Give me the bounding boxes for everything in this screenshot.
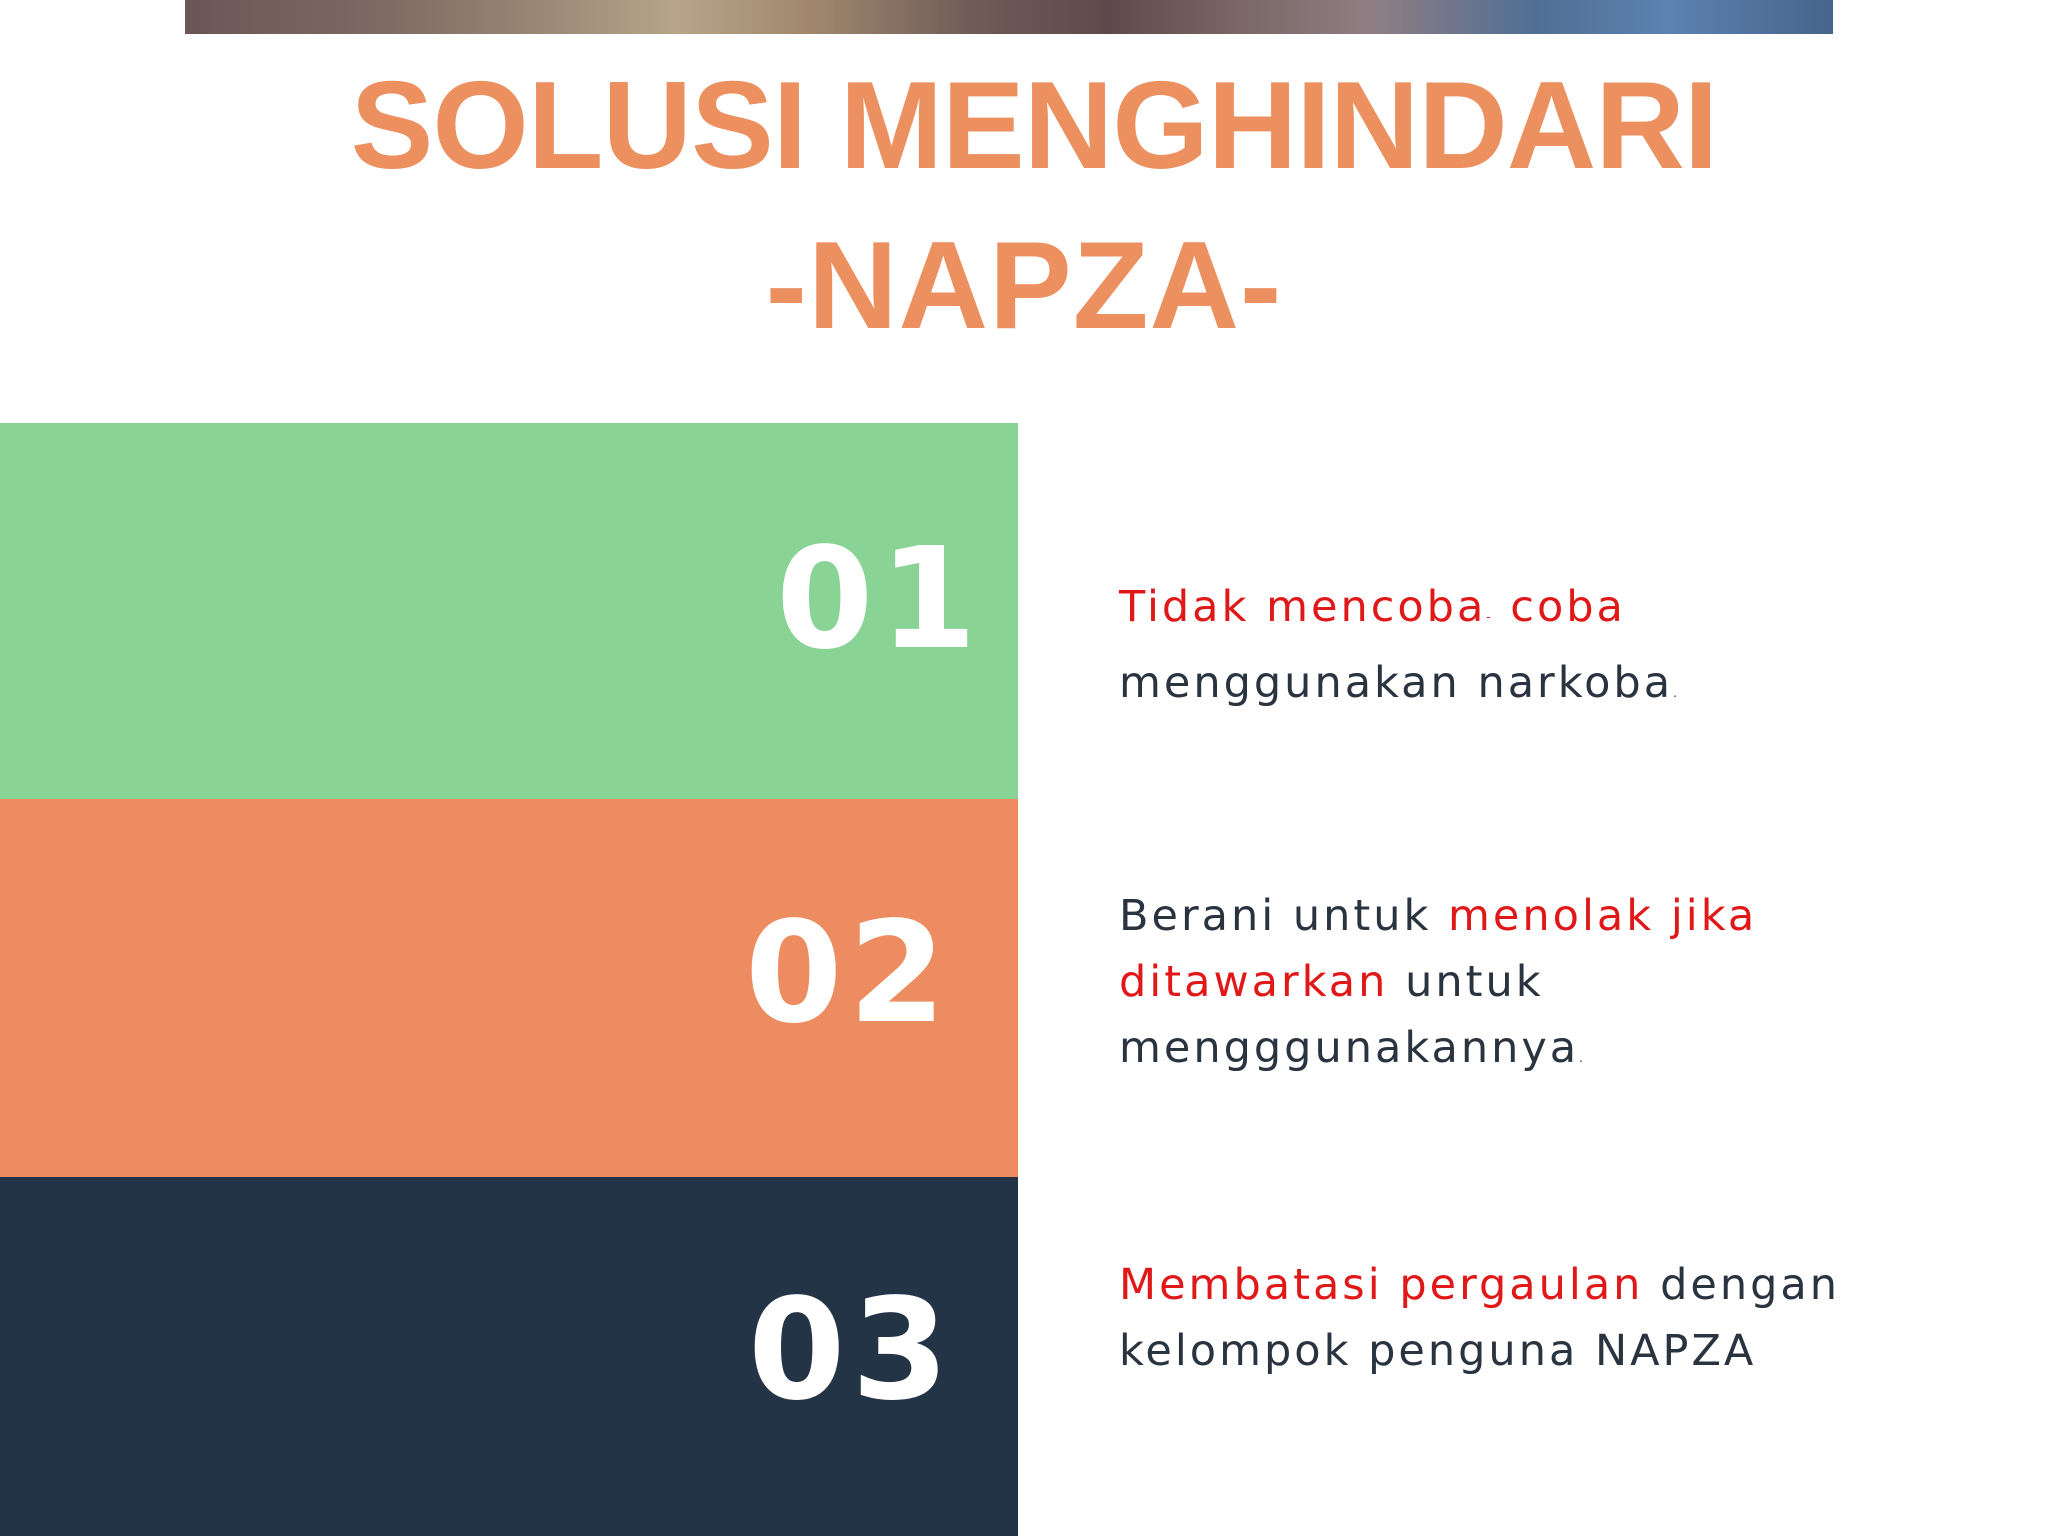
step-text-3-highlight: Membatasi pergaulan [1119,1260,1644,1310]
step-text-2-body: Berani untuk [1119,891,1449,941]
step-text-2-body-3: mengggunakannya [1119,1023,1580,1073]
step-text-2-highlight-2: ditawarkan [1119,957,1389,1007]
step-number-2: 02 [745,892,952,1055]
page-title-line-2: -NAPZA- [765,217,1283,355]
step-band-1 [0,423,1018,799]
step-text-3-body: dengan [1643,1260,1841,1310]
step-text-1-dash: - [1486,610,1494,624]
step-text-2-highlight: menolak jika [1448,891,1758,941]
step-text-3-body-2: kelompok penguna NAPZA [1119,1326,1757,1376]
step-text-1-highlight: Tidak mencoba [1119,582,1487,632]
step-text-1: Tidak mencoba- coba menggunakan narkoba. [1119,574,1999,726]
step-text-2-body-2: untuk [1388,957,1544,1007]
step-text-2: Berani untuk menolak jika ditawarkan unt… [1119,883,1999,1091]
step-band-2 [0,799,1018,1177]
step-text-3: Membatasi pergaulan dengan kelompok peng… [1119,1252,1999,1384]
step-band-3 [0,1177,1018,1536]
step-text-2-period: . [1579,1051,1586,1065]
step-text-1-body: menggunakan narkoba [1119,658,1674,708]
header-photo [185,0,1833,34]
step-text-1-period: . [1673,686,1680,700]
step-number-3: 03 [748,1269,955,1432]
step-text-1-highlight-2: coba [1493,582,1626,632]
page-title-line-1: SOLUSI MENGHINDARI [350,57,1719,195]
step-number-1: 01 [776,518,983,681]
